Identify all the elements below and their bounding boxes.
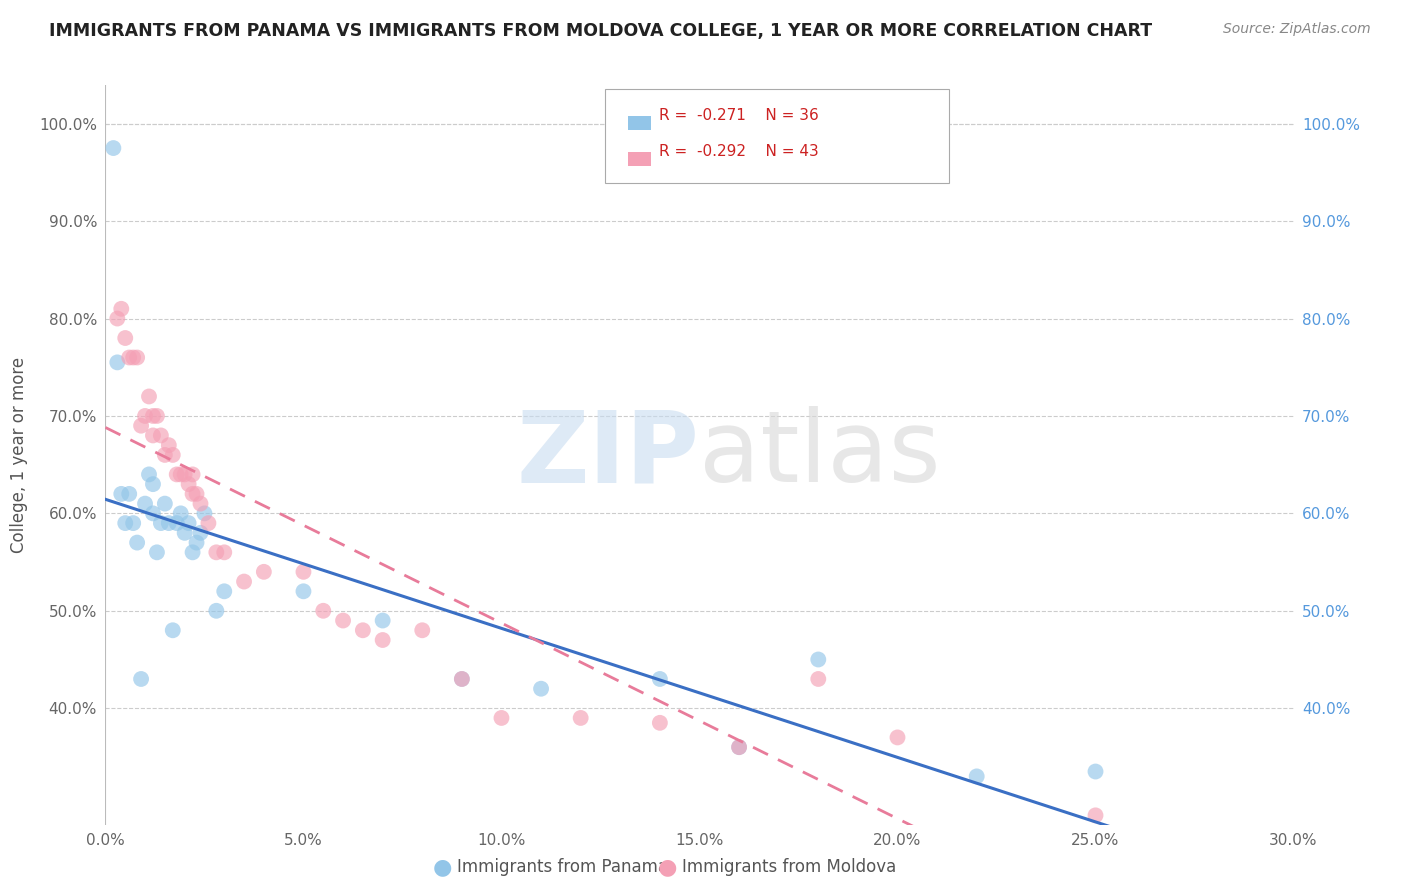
Point — [728, 740, 751, 755]
Point — [166, 516, 188, 530]
Point — [105, 355, 128, 369]
Point — [1084, 808, 1107, 822]
Point — [233, 574, 256, 589]
Point — [177, 516, 200, 530]
Point — [122, 351, 145, 365]
Point — [114, 516, 136, 530]
Point — [186, 487, 208, 501]
Point — [181, 467, 204, 482]
Point — [371, 633, 394, 648]
Point — [214, 545, 236, 559]
Point — [181, 545, 204, 559]
Point — [807, 672, 830, 686]
Point — [146, 545, 169, 559]
Point — [118, 487, 141, 501]
Point — [157, 438, 180, 452]
Point — [807, 652, 830, 666]
Point — [129, 418, 152, 433]
Text: ●: ● — [433, 857, 453, 877]
Point — [214, 584, 236, 599]
Point — [122, 516, 145, 530]
Point — [450, 672, 472, 686]
Point — [162, 624, 184, 638]
Point — [110, 487, 132, 501]
Text: ●: ● — [658, 857, 678, 877]
Text: ZIP: ZIP — [516, 407, 700, 503]
Text: IMMIGRANTS FROM PANAMA VS IMMIGRANTS FROM MOLDOVA COLLEGE, 1 YEAR OR MORE CORREL: IMMIGRANTS FROM PANAMA VS IMMIGRANTS FRO… — [49, 22, 1153, 40]
Point — [105, 311, 128, 326]
Point — [1084, 764, 1107, 779]
Point — [153, 497, 176, 511]
Point — [253, 565, 276, 579]
Point — [371, 614, 394, 628]
Text: Immigrants from Moldova: Immigrants from Moldova — [682, 858, 896, 876]
Point — [886, 731, 908, 745]
Point — [134, 409, 156, 423]
Point — [177, 477, 200, 491]
Point — [114, 331, 136, 345]
Point — [966, 769, 988, 783]
Point — [450, 672, 472, 686]
Point — [170, 507, 193, 521]
Point — [166, 467, 188, 482]
Text: atlas: atlas — [700, 407, 941, 503]
Point — [205, 545, 228, 559]
Point — [193, 507, 215, 521]
Text: R =  -0.271    N = 36: R = -0.271 N = 36 — [659, 109, 820, 123]
Text: Immigrants from Panama: Immigrants from Panama — [457, 858, 668, 876]
Point — [332, 614, 354, 628]
Point — [149, 516, 172, 530]
Point — [153, 448, 176, 462]
Point — [162, 448, 184, 462]
Point — [205, 604, 228, 618]
Point — [648, 715, 671, 730]
Point — [142, 507, 165, 521]
Point — [103, 141, 125, 155]
Point — [190, 525, 212, 540]
Text: R =  -0.292    N = 43: R = -0.292 N = 43 — [659, 145, 820, 159]
Y-axis label: College, 1 year or more: College, 1 year or more — [10, 357, 28, 553]
Point — [292, 584, 315, 599]
Point — [146, 409, 169, 423]
Point — [411, 624, 433, 638]
Point — [569, 711, 592, 725]
Point — [190, 497, 212, 511]
Point — [312, 604, 335, 618]
Point — [138, 389, 160, 403]
Point — [118, 351, 141, 365]
Point — [530, 681, 553, 696]
Point — [157, 516, 180, 530]
Point — [142, 477, 165, 491]
Point — [170, 467, 193, 482]
Point — [197, 516, 219, 530]
Point — [181, 487, 204, 501]
Point — [173, 525, 195, 540]
Point — [129, 672, 152, 686]
Point — [127, 535, 149, 549]
Point — [292, 565, 315, 579]
Point — [491, 711, 513, 725]
Point — [142, 409, 165, 423]
Point — [142, 428, 165, 442]
Point — [352, 624, 374, 638]
Point — [134, 497, 156, 511]
Point — [648, 672, 671, 686]
Point — [149, 428, 172, 442]
Point — [728, 740, 751, 755]
Point — [127, 351, 149, 365]
Point — [110, 301, 132, 316]
Point — [173, 467, 195, 482]
Point — [138, 467, 160, 482]
Point — [186, 535, 208, 549]
Text: Source: ZipAtlas.com: Source: ZipAtlas.com — [1223, 22, 1371, 37]
